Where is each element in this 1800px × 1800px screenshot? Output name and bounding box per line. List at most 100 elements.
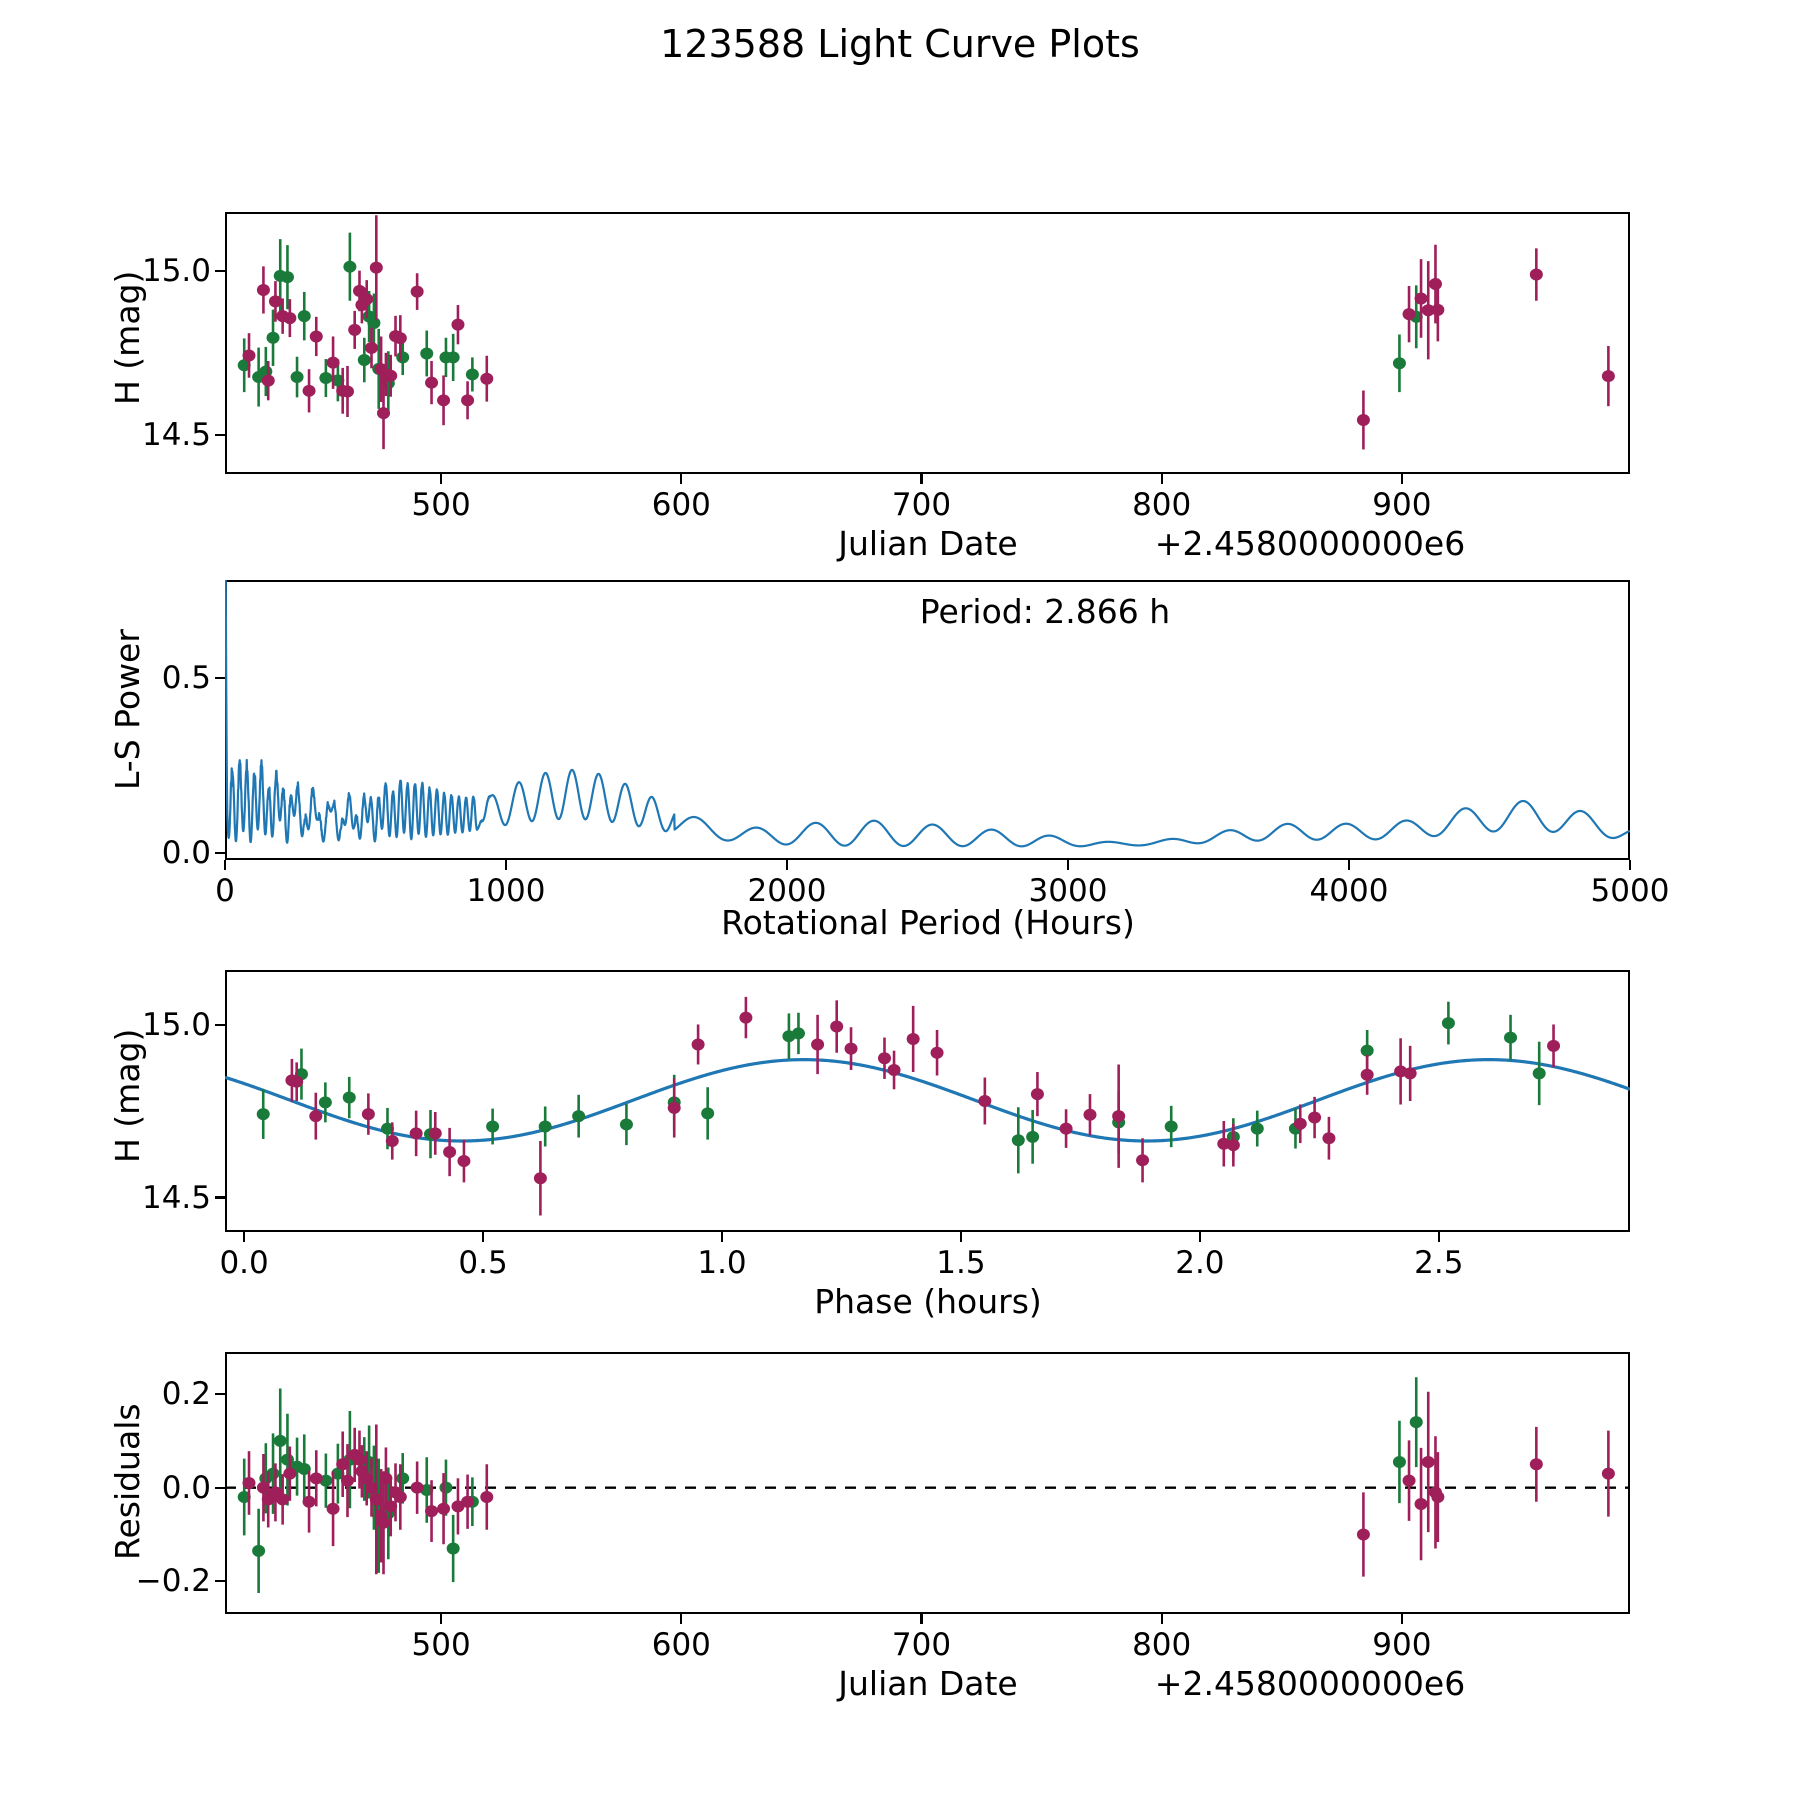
data-point [877,1052,891,1065]
data-point [428,1127,442,1140]
x-tick-label: 3000 [1028,873,1108,909]
data-point [340,385,354,398]
x-tick-mark [440,474,443,484]
data-point [1250,1122,1264,1135]
axes-frame-phase [225,970,1630,1232]
panel-periodogram [225,580,1630,860]
x-tick-label: 800 [1132,1627,1192,1663]
x-tick-label: 700 [891,1627,952,1663]
y-tick-label: 0.0 [161,1469,211,1506]
x-tick-label: 2.0 [1175,1245,1225,1281]
periodogram-trace [225,580,1630,848]
data-point [1403,1067,1417,1080]
data-point [1026,1130,1040,1143]
data-point [1441,1017,1455,1030]
data-point [365,341,379,354]
data-point [290,371,304,384]
x-axis-title-light-curve: Julian Date [838,524,1018,563]
data-point [380,1122,394,1135]
data-point [844,1042,858,1055]
data-point [256,283,270,296]
data-point [1392,1455,1406,1468]
data-point [318,1096,332,1109]
data-point [1293,1117,1307,1130]
data-point [256,1108,270,1121]
data-point [439,1481,453,1494]
data-point [268,295,282,308]
data-point [266,331,280,344]
y-tick-mark [215,1486,225,1489]
y-axis-title-periodogram: L-S Power [108,629,147,790]
data-point [978,1095,992,1107]
data-point [1414,292,1428,305]
data-point [369,1493,383,1506]
data-point [1112,1110,1126,1123]
data-point [1504,1031,1518,1044]
x-tick-label: 600 [651,1627,711,1663]
data-point [538,1120,552,1133]
x-tick-label: 900 [1372,1627,1432,1663]
data-point [343,260,357,273]
x-tick-mark [504,860,508,870]
data-point [331,1467,345,1480]
data-point [1322,1132,1336,1145]
data-point [369,261,383,274]
data-point [336,1458,350,1471]
data-point [1226,1139,1240,1152]
data-point [283,1467,297,1480]
data-point [1136,1154,1150,1167]
x-tick-mark [959,1232,963,1242]
data-point [425,1505,439,1518]
period-annotation: Period: 2.866 h [919,592,1171,631]
data-point [1360,1044,1374,1057]
data-point [377,1516,391,1529]
x-tick-mark [1160,1614,1163,1624]
series-series_a [237,232,1423,416]
data-point [385,1134,399,1147]
data-point [331,374,345,387]
data-point [237,359,251,372]
data-point [309,330,323,343]
data-point [365,1481,379,1494]
data-point [357,354,371,367]
x-axis-title-phase: Phase (hours) [814,1282,1042,1321]
y-axis-title-phase: H (mag) [108,1028,147,1163]
residuals-data-layer [225,1377,1630,1593]
data-point [237,1491,251,1504]
panel-residuals [225,1352,1630,1614]
x-axis-offset-residuals: +2.4580000000e6 [1154,1664,1466,1703]
data-point [1547,1039,1561,1052]
x-tick-mark [920,1614,923,1624]
x-tick-mark [1400,1614,1403,1624]
data-point [906,1032,920,1045]
x-tick-mark [243,1232,246,1242]
data-point [396,1472,410,1485]
y-tick-label: 14.5 [141,1179,211,1216]
light-curve-data-layer [237,215,1615,450]
data-point [446,351,460,364]
data-point [480,1491,494,1504]
data-point [461,1495,475,1508]
y-tick-label: 15.0 [141,1007,211,1044]
data-point [1431,1491,1445,1504]
y-tick-label: 14.5 [141,416,211,453]
y-tick-mark [215,1196,225,1199]
data-point [319,372,333,385]
data-point [791,1027,805,1040]
x-tick-label: 0.0 [219,1245,269,1281]
data-point [342,1091,356,1104]
data-point [533,1172,547,1185]
x-tick-label: 600 [651,487,711,523]
data-point [410,285,424,298]
data-point [461,394,475,407]
data-point [361,1108,375,1121]
y-axis-title-residuals: Residuals [108,1403,147,1560]
x-axis-title-residuals: Julian Date [838,1664,1018,1703]
data-point [437,394,451,407]
x-tick-mark [223,860,227,870]
figure-title: 123588 Light Curve Plots [660,22,1140,66]
data-point [1431,303,1445,316]
data-point [280,271,294,284]
data-point [283,312,297,325]
